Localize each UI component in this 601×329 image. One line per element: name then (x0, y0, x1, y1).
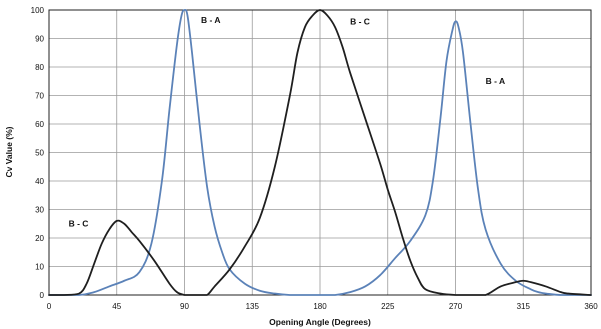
series-line-b-c-1 (48, 9, 592, 296)
series-annotation: B - C (350, 16, 370, 26)
x-tick-label: 45 (112, 302, 121, 311)
series-annotation: B - A (201, 15, 221, 25)
y-tick-labels: 0 10 20 30 40 50 60 70 80 90 100 (31, 6, 45, 300)
x-tick-label: 135 (246, 302, 260, 311)
x-tick-label: 180 (313, 302, 327, 311)
x-tick-label: 270 (449, 302, 463, 311)
y-tick-label: 10 (35, 263, 44, 272)
x-tick-label: 315 (517, 302, 531, 311)
series-layer (48, 8, 592, 296)
y-tick-label: 60 (35, 120, 44, 129)
y-tick-label: 30 (35, 206, 44, 215)
x-tick-label: 0 (47, 302, 52, 311)
series-annotation: B - C (69, 219, 89, 229)
series-annotation: B - A (486, 76, 506, 86)
y-tick-label: 90 (35, 35, 44, 44)
x-tick-label: 90 (180, 302, 189, 311)
y-tick-label: 100 (31, 6, 45, 15)
y-tick-label: 70 (35, 92, 44, 101)
y-axis-title: Cv Value (%) (4, 126, 14, 177)
series-line-b-a-0 (48, 8, 592, 296)
x-tick-labels: 0 45 90 135 180 225 270 315 360 (47, 302, 598, 311)
y-tick-label: 50 (35, 149, 44, 158)
annotations: B - A B - C B - A B - C (69, 15, 506, 229)
y-tick-label: 80 (35, 63, 44, 72)
y-tick-label: 0 (40, 291, 45, 300)
y-tick-label: 20 (35, 234, 44, 243)
x-tick-label: 225 (381, 302, 395, 311)
y-tick-label: 40 (35, 177, 44, 186)
grid (49, 10, 591, 295)
x-tick-label: 360 (584, 302, 598, 311)
x-axis-title: Opening Angle (Degrees) (269, 317, 371, 327)
